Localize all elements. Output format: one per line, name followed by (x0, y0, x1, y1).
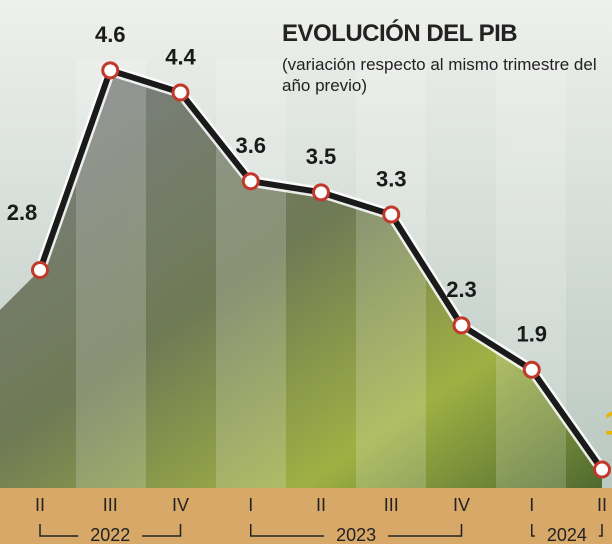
x-tick-label: I (248, 495, 253, 515)
data-label: 4.4 (165, 44, 196, 69)
x-tick-label: III (103, 495, 118, 515)
point (595, 462, 610, 477)
chart: 2.84.64.43.63.53.32.31.91IIIIIIVIIIIIIIV… (0, 0, 612, 544)
x-tick-label: I (529, 495, 534, 515)
point (454, 318, 469, 333)
year-label: 2023 (336, 525, 376, 544)
data-label: 3.3 (376, 166, 407, 191)
year-label: 2022 (90, 525, 130, 544)
point (384, 207, 399, 222)
point (243, 174, 258, 189)
point (314, 185, 329, 200)
point (33, 262, 48, 277)
point (524, 362, 539, 377)
data-label: 3.5 (306, 144, 337, 169)
x-tick-label: III (384, 495, 399, 515)
data-label: 2.3 (446, 277, 477, 302)
data-label: 2.8 (7, 200, 38, 225)
chart-title: EVOLUCIÓN DEL PIB (282, 20, 517, 48)
x-tick-label: IV (172, 495, 189, 515)
data-label: 1.9 (516, 322, 547, 347)
chart-subtitle: (variación respecto al mismo trimestre d… (282, 54, 612, 96)
x-tick-label: II (35, 495, 45, 515)
point (173, 85, 188, 100)
point (103, 63, 118, 78)
data-label: 4.6 (95, 22, 126, 47)
x-tick-label: II (316, 495, 326, 515)
x-tick-label: II (597, 495, 607, 515)
data-label: 1 (604, 405, 612, 443)
data-label: 3.6 (235, 133, 266, 158)
year-label: 2024 (547, 525, 587, 544)
x-tick-label: IV (453, 495, 470, 515)
